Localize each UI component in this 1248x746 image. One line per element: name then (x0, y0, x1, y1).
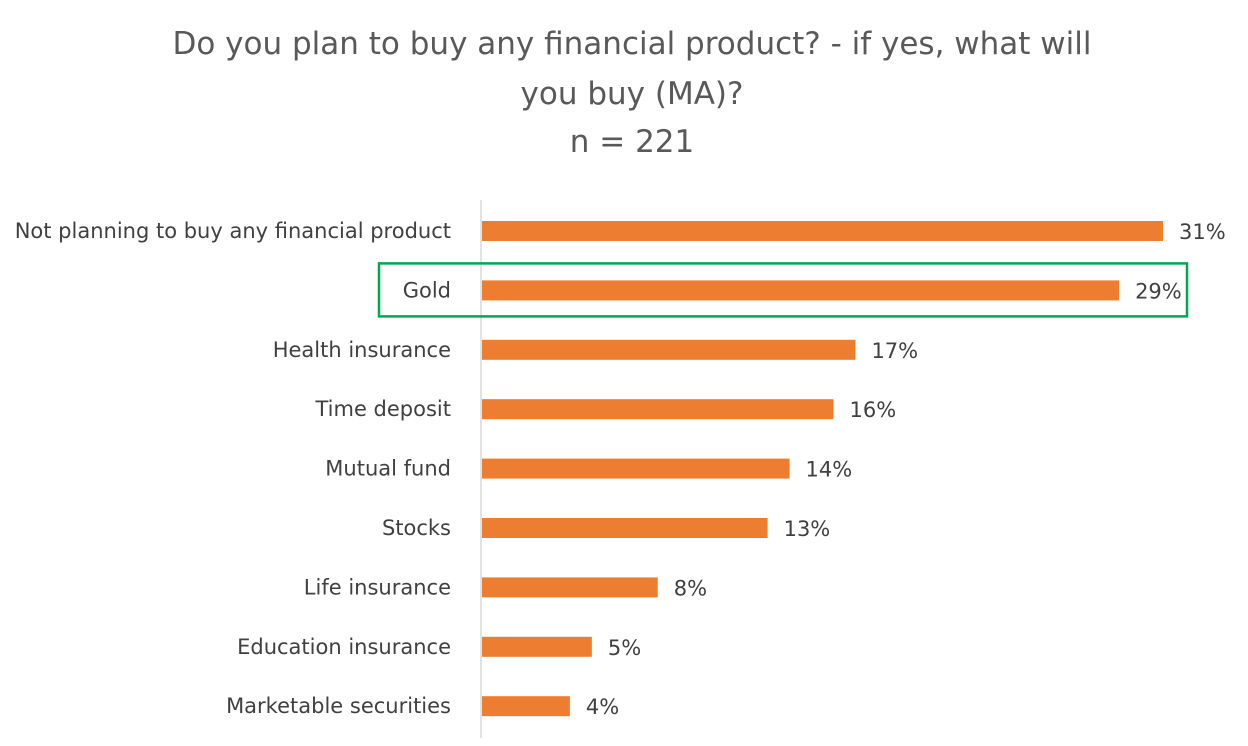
value-label-life-insurance: 8% (674, 576, 707, 600)
bar-stocks (482, 518, 768, 538)
bars-layer (482, 221, 1163, 717)
chart-title-line-3: n = 221 (570, 124, 695, 160)
bar-marketable-securities (482, 696, 570, 717)
highlight-box-gold (377, 262, 1189, 318)
value-label-mutual-fund: 14% (806, 458, 853, 482)
value-label-marketable-securities: 4% (586, 695, 619, 719)
bar-mutual-fund (482, 458, 790, 479)
bar-gold (482, 280, 1120, 301)
chart-title-line-2: you buy (MA)? (521, 76, 744, 112)
value-label-gold: 29% (1135, 279, 1182, 303)
category-label-education-insurance: Education insurance (237, 635, 451, 659)
category-label-not-planning-to-buy-any-financial-product: Not planning to buy any financial produc… (15, 219, 451, 243)
chart-title: Do you plan to buy any financial product… (172, 26, 1091, 160)
category-label-marketable-securities: Marketable securities (226, 694, 451, 718)
category-label-mutual-fund: Mutual fund (325, 457, 451, 481)
bar-time-deposit (482, 399, 834, 420)
category-labels-layer: Not planning to buy any financial produc… (15, 219, 451, 718)
category-label-time-deposit: Time deposit (314, 397, 451, 421)
category-label-health-insurance: Health insurance (273, 338, 451, 362)
value-labels-layer: 31% 29% 17% 16% 14% 13% 8% 5% 4% (586, 220, 1226, 719)
value-label-not-planning-to-buy-any-financial-product: 31% (1179, 220, 1226, 244)
value-label-education-insurance: 5% (608, 636, 641, 660)
bar-life-insurance (482, 577, 658, 598)
category-label-gold: Gold (403, 278, 451, 302)
value-label-health-insurance: 17% (871, 339, 918, 363)
highlight-layer (377, 262, 1189, 318)
value-label-time-deposit: 16% (849, 398, 896, 422)
chart-title-line-1: Do you plan to buy any financial product… (172, 26, 1091, 62)
bar-health-insurance (482, 339, 856, 360)
category-label-life-insurance: Life insurance (304, 575, 451, 599)
bar-education-insurance (482, 636, 592, 657)
category-label-stocks: Stocks (382, 516, 451, 540)
bar-not-planning-to-buy-any-financial-product (482, 221, 1163, 241)
value-label-stocks: 13% (784, 517, 831, 541)
